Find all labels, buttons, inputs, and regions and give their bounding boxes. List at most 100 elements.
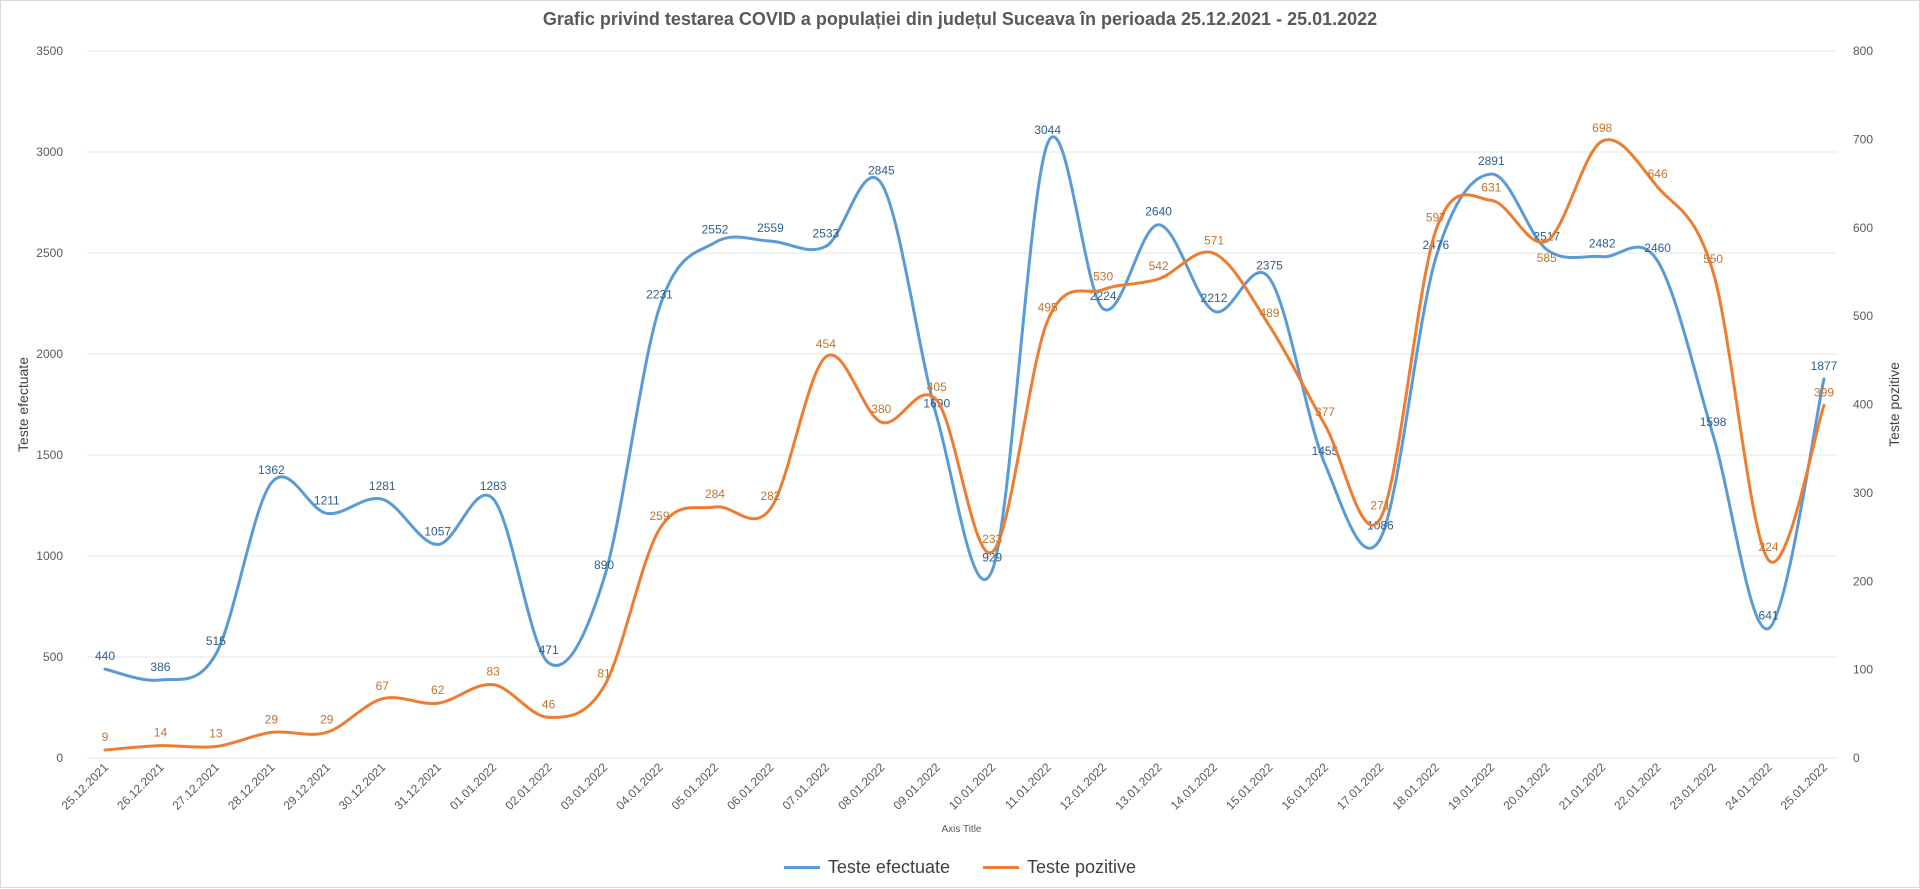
x-tick-label: 26.12.2021 [114,760,167,813]
x-tick-label: 08.01.2022 [835,760,888,813]
data-label: 29 [265,712,279,726]
legend-swatch [783,866,820,869]
data-label: 233 [982,532,1002,546]
data-label: 67 [376,679,390,693]
y2-tick-label: 300 [1853,486,1873,500]
x-tick-label: 03.01.2022 [558,760,611,813]
chart-title: Grafic privind testarea COVID a populați… [542,9,1378,29]
data-label: 81 [597,666,611,680]
x-tick-label: 12.01.2022 [1057,760,1110,813]
data-label: 641 [1759,609,1779,623]
legend-label: Teste pozitive [1027,857,1137,877]
data-label: 646 [1648,167,1668,181]
y2-tick-label: 100 [1853,663,1873,677]
y2-tick-label: 500 [1853,309,1873,323]
data-label: 530 [1093,270,1113,284]
data-label: 2375 [1256,258,1283,272]
data-label: 454 [816,337,836,351]
data-label: 2552 [702,222,729,236]
x-tick-label: 22.01.2022 [1611,760,1664,813]
x-tick-label: 07.01.2022 [780,760,833,813]
y2-tick-label: 400 [1853,398,1873,412]
data-label: 1598 [1700,415,1727,429]
data-label: 380 [871,402,891,416]
data-label: 571 [1204,233,1224,247]
data-label: 386 [150,660,170,674]
x-tick-label: 18.01.2022 [1390,760,1443,813]
x-tick-label: 06.01.2022 [724,760,777,813]
data-label: 515 [206,634,226,648]
data-label: 1877 [1811,359,1838,373]
x-tick-label: 30.12.2021 [336,760,389,813]
data-label: 1283 [480,479,507,493]
data-label: 698 [1592,121,1612,135]
data-label: 284 [705,487,725,501]
y-tick-label: 1500 [36,448,63,462]
x-axis-title: Axis Title [941,824,981,835]
x-tick-label: 14.01.2022 [1168,760,1221,813]
data-label: 495 [1038,301,1058,315]
data-label: 259 [650,509,670,523]
x-tick-label: 24.01.2022 [1722,760,1775,813]
y-tick-label: 2500 [36,246,63,260]
x-tick-label: 25.12.2021 [59,760,112,813]
x-tick-label: 15.01.2022 [1223,760,1276,813]
data-label: 282 [760,489,780,503]
data-label: 631 [1481,180,1501,194]
data-label: 83 [486,665,500,679]
data-label: 271 [1370,499,1390,513]
data-label: 46 [542,697,556,711]
x-tick-label: 02.01.2022 [502,760,555,813]
x-tick-label: 25.01.2022 [1778,760,1831,813]
data-label: 14 [154,726,168,740]
data-label: 1211 [314,493,340,507]
x-tick-label: 19.01.2022 [1445,760,1498,813]
x-tick-label: 10.01.2022 [946,760,999,813]
legend-swatch [983,866,1020,869]
x-tick-label: 21.01.2022 [1556,760,1609,813]
x-tick-label: 09.01.2022 [891,760,944,813]
y-tick-label: 3500 [36,44,63,58]
data-label: 2231 [646,287,673,301]
y2-tick-label: 200 [1853,574,1873,588]
series-line-teste-efectuate [103,135,1826,682]
y-axis-title: Teste efectuate [15,357,31,452]
x-tick-label: 04.01.2022 [613,760,666,813]
x-tick-label: 13.01.2022 [1112,760,1165,813]
data-label: 2559 [757,221,784,235]
data-label: 13 [209,727,223,741]
x-tick-label: 17.01.2022 [1334,760,1387,813]
data-label: 1281 [369,479,396,493]
legend-item-teste-pozitive[interactable]: Teste pozitive [983,857,1136,878]
y-tick-label: 1000 [36,549,63,563]
data-label: 550 [1703,252,1723,266]
data-label: 542 [1149,259,1169,273]
y2-tick-label: 800 [1853,44,1873,58]
data-label: 377 [1315,405,1335,419]
x-tick-label: 01.01.2022 [447,760,500,813]
data-label: 399 [1814,385,1834,399]
data-label: 585 [1537,251,1557,265]
data-label: 2212 [1201,291,1228,305]
x-tick-label: 20.01.2022 [1500,760,1553,813]
x-tick-label: 11.01.2022 [1002,760,1054,812]
y2-tick-label: 600 [1853,221,1873,235]
data-label: 1057 [424,524,451,538]
data-label: 2476 [1422,238,1449,252]
data-label: 1690 [923,397,950,411]
legend-label: Teste efectuate [827,857,950,877]
y-tick-label: 0 [56,751,63,765]
legend-item-teste-efectuate[interactable]: Teste efectuate [783,857,950,878]
data-label: 597 [1426,210,1446,224]
data-label: 2845 [868,163,895,177]
data-label: 62 [431,683,445,697]
data-label: 224 [1759,540,1779,554]
x-tick-label: 28.12.2021 [225,760,278,813]
data-label: 9 [102,730,109,744]
y2-tick-label: 700 [1853,132,1873,146]
data-label: 2482 [1589,237,1616,251]
series-line-teste-pozitive [103,138,1826,752]
data-label: 2460 [1644,241,1671,255]
data-label: 489 [1259,306,1279,320]
